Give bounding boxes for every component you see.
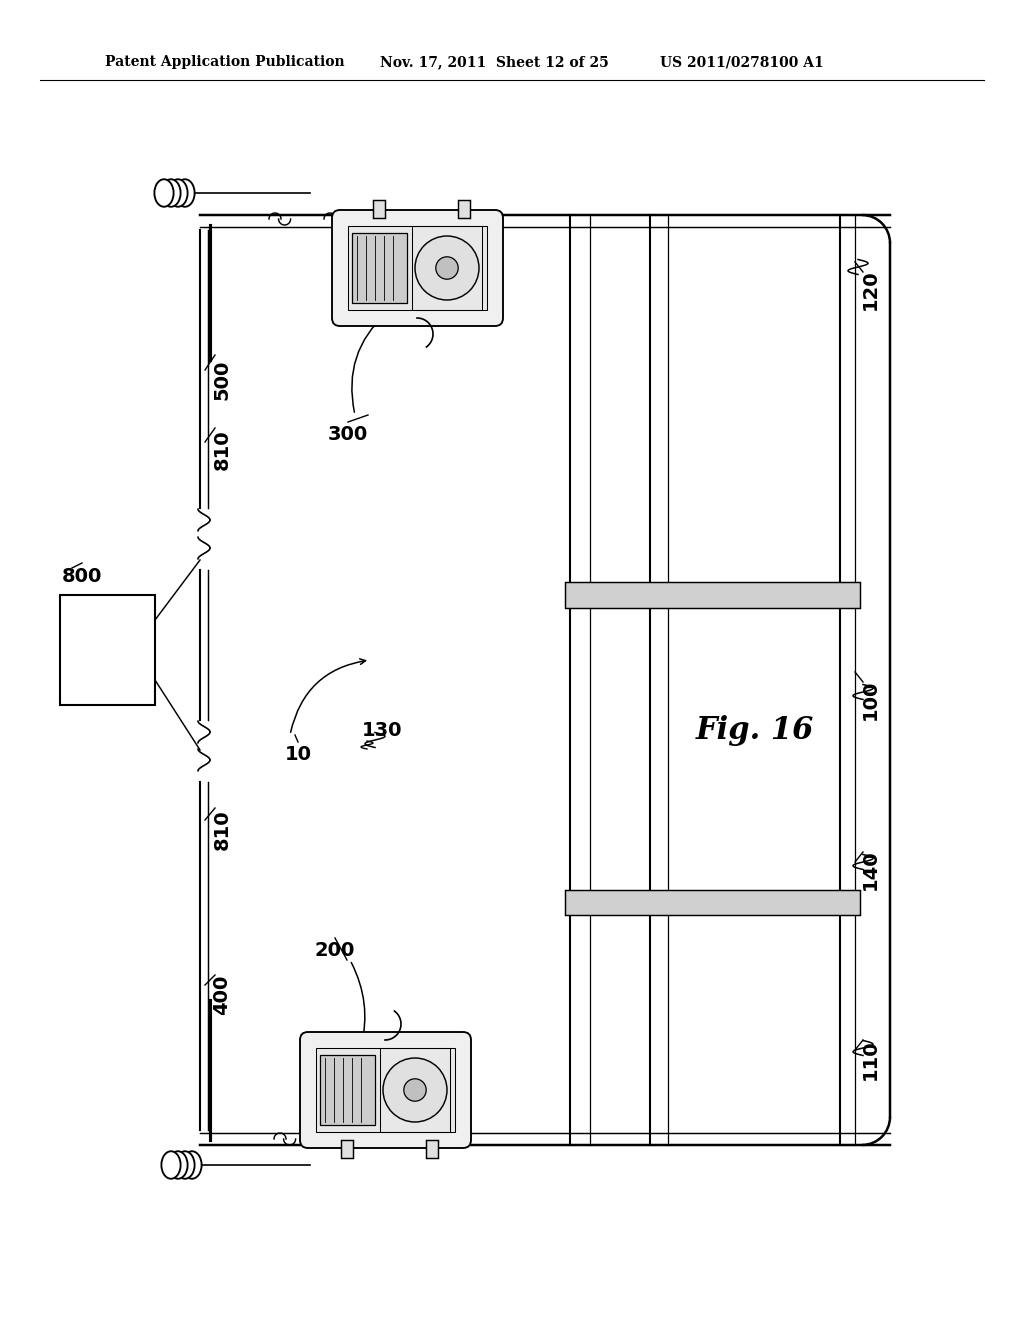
Text: 800: 800 — [61, 568, 102, 586]
Bar — [412, 226, 482, 310]
Text: 400: 400 — [213, 974, 231, 1015]
Bar — [426, 1140, 438, 1158]
Text: 810: 810 — [213, 809, 231, 850]
Text: Fig. 16: Fig. 16 — [696, 714, 814, 746]
Bar — [380, 1048, 450, 1133]
Text: Nov. 17, 2011  Sheet 12 of 25: Nov. 17, 2011 Sheet 12 of 25 — [380, 55, 608, 69]
Text: US 2011/0278100 A1: US 2011/0278100 A1 — [660, 55, 823, 69]
Text: 10: 10 — [285, 746, 311, 764]
Ellipse shape — [162, 180, 180, 207]
Text: 200: 200 — [314, 940, 355, 960]
Circle shape — [415, 236, 479, 300]
Circle shape — [403, 1078, 426, 1101]
Bar — [565, 890, 860, 915]
Bar — [319, 1055, 375, 1125]
Bar — [352, 234, 407, 304]
Ellipse shape — [168, 1151, 187, 1179]
Bar — [373, 201, 385, 218]
Bar — [316, 1048, 455, 1133]
Text: 300: 300 — [328, 425, 368, 445]
Ellipse shape — [162, 1151, 180, 1179]
Text: 140: 140 — [860, 850, 880, 890]
Circle shape — [383, 1059, 447, 1122]
Ellipse shape — [168, 180, 187, 207]
FancyBboxPatch shape — [332, 210, 503, 326]
Text: 500: 500 — [213, 360, 231, 400]
Bar — [565, 582, 860, 609]
Ellipse shape — [182, 1151, 202, 1179]
Bar — [60, 595, 155, 705]
Ellipse shape — [155, 180, 174, 207]
Ellipse shape — [175, 180, 195, 207]
Bar — [348, 226, 487, 310]
Bar — [458, 201, 470, 218]
Ellipse shape — [175, 1151, 195, 1179]
Text: 110: 110 — [860, 1040, 880, 1080]
Bar — [341, 1140, 352, 1158]
Text: 130: 130 — [361, 721, 402, 739]
Circle shape — [436, 257, 458, 280]
FancyBboxPatch shape — [300, 1032, 471, 1148]
Text: 120: 120 — [860, 269, 880, 310]
Text: Patent Application Publication: Patent Application Publication — [105, 55, 345, 69]
Text: 100: 100 — [860, 680, 880, 721]
Text: 810: 810 — [213, 430, 231, 470]
